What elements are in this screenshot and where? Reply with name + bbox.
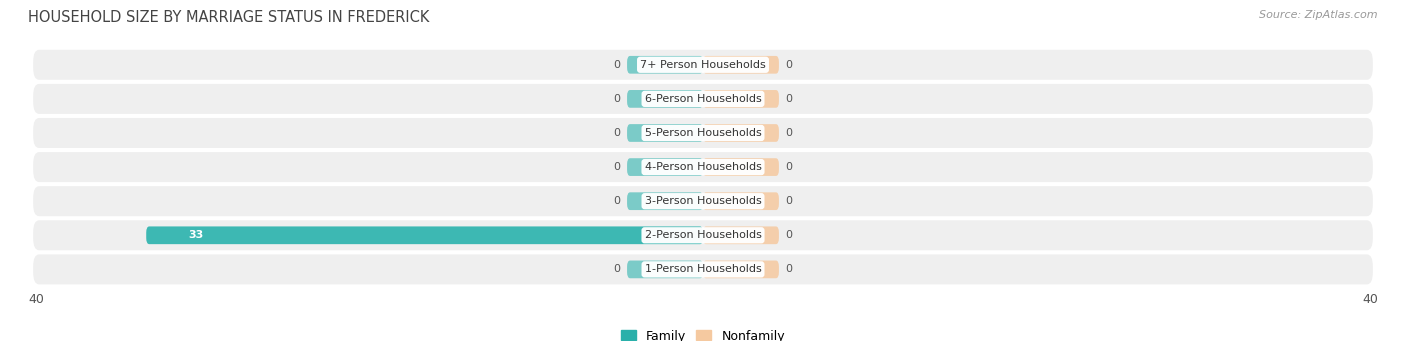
Text: 0: 0 bbox=[786, 94, 793, 104]
Text: 0: 0 bbox=[613, 128, 620, 138]
FancyBboxPatch shape bbox=[627, 261, 703, 278]
FancyBboxPatch shape bbox=[34, 84, 1372, 114]
FancyBboxPatch shape bbox=[627, 90, 703, 108]
Text: 6-Person Households: 6-Person Households bbox=[644, 94, 762, 104]
Text: 0: 0 bbox=[786, 162, 793, 172]
Text: 2-Person Households: 2-Person Households bbox=[644, 230, 762, 240]
Text: 40: 40 bbox=[28, 293, 44, 306]
Text: 0: 0 bbox=[786, 230, 793, 240]
Text: 40: 40 bbox=[1362, 293, 1378, 306]
Text: 0: 0 bbox=[786, 60, 793, 70]
FancyBboxPatch shape bbox=[627, 192, 703, 210]
Text: 0: 0 bbox=[613, 94, 620, 104]
Legend: Family, Nonfamily: Family, Nonfamily bbox=[621, 329, 785, 341]
Text: HOUSEHOLD SIZE BY MARRIAGE STATUS IN FREDERICK: HOUSEHOLD SIZE BY MARRIAGE STATUS IN FRE… bbox=[28, 10, 429, 25]
FancyBboxPatch shape bbox=[34, 220, 1372, 250]
FancyBboxPatch shape bbox=[627, 124, 703, 142]
FancyBboxPatch shape bbox=[703, 90, 779, 108]
Text: 0: 0 bbox=[613, 196, 620, 206]
Text: 0: 0 bbox=[613, 60, 620, 70]
Text: 0: 0 bbox=[786, 196, 793, 206]
Text: 0: 0 bbox=[613, 162, 620, 172]
FancyBboxPatch shape bbox=[34, 186, 1372, 216]
Text: 0: 0 bbox=[786, 128, 793, 138]
FancyBboxPatch shape bbox=[703, 124, 779, 142]
Text: 7+ Person Households: 7+ Person Households bbox=[640, 60, 766, 70]
Text: 0: 0 bbox=[613, 264, 620, 275]
FancyBboxPatch shape bbox=[703, 56, 779, 74]
FancyBboxPatch shape bbox=[34, 118, 1372, 148]
FancyBboxPatch shape bbox=[703, 261, 779, 278]
Text: 1-Person Households: 1-Person Households bbox=[644, 264, 762, 275]
Text: 0: 0 bbox=[786, 264, 793, 275]
Text: 33: 33 bbox=[188, 230, 204, 240]
Text: 4-Person Households: 4-Person Households bbox=[644, 162, 762, 172]
FancyBboxPatch shape bbox=[703, 192, 779, 210]
FancyBboxPatch shape bbox=[627, 158, 703, 176]
FancyBboxPatch shape bbox=[627, 56, 703, 74]
FancyBboxPatch shape bbox=[703, 158, 779, 176]
FancyBboxPatch shape bbox=[34, 254, 1372, 284]
Text: 5-Person Households: 5-Person Households bbox=[644, 128, 762, 138]
FancyBboxPatch shape bbox=[34, 50, 1372, 80]
Text: Source: ZipAtlas.com: Source: ZipAtlas.com bbox=[1260, 10, 1378, 20]
FancyBboxPatch shape bbox=[703, 226, 779, 244]
FancyBboxPatch shape bbox=[34, 152, 1372, 182]
FancyBboxPatch shape bbox=[146, 226, 703, 244]
Text: 3-Person Households: 3-Person Households bbox=[644, 196, 762, 206]
